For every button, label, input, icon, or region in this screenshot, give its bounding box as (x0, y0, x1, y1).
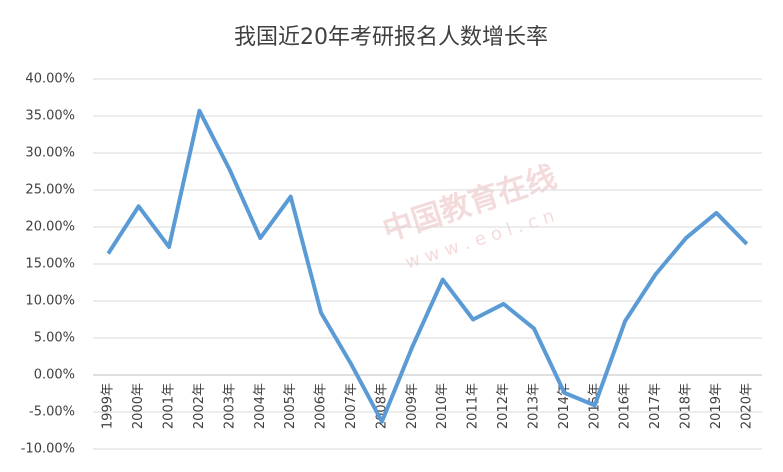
x-tick-label: 2002年 (192, 383, 207, 429)
y-tick-label: 35.00% (25, 109, 75, 124)
y-tick-label: -5.00% (29, 405, 75, 420)
x-tick-label: 2006年 (314, 383, 329, 429)
x-tick-label: 2018年 (678, 383, 693, 429)
x-tick-label: 2020年 (739, 383, 754, 429)
x-tick-label: 2012年 (496, 383, 511, 429)
y-tick-label: 5.00% (34, 331, 75, 346)
x-tick-label: 2011年 (466, 383, 481, 429)
x-tick-label: 2017年 (648, 383, 663, 429)
x-tick-label: 2010年 (435, 383, 450, 429)
x-tick-label: 2005年 (283, 383, 298, 429)
y-tick-label: 30.00% (25, 146, 75, 161)
y-tick-label: -10.00% (21, 442, 75, 457)
y-tick-label: 40.00% (25, 72, 75, 87)
x-tick-label: 2007年 (344, 383, 359, 429)
x-tick-label: 2001年 (162, 383, 177, 429)
x-tick-label: 2013年 (526, 383, 541, 429)
x-tick-label: 2004年 (253, 383, 268, 429)
x-tick-label: 1999年 (101, 383, 116, 429)
y-tick-label: 25.00% (25, 183, 75, 198)
line-series (106, 108, 749, 424)
y-tick-label: 0.00% (34, 368, 75, 383)
y-tick-label: 15.00% (25, 257, 75, 272)
x-tick-label: 2016年 (618, 383, 633, 429)
x-tick-label: 2009年 (405, 383, 420, 429)
x-tick-label: 2000年 (131, 383, 146, 429)
chart-title: 我国近20年考研报名人数增长率 (234, 25, 548, 50)
x-tick-label: 2003年 (222, 383, 237, 429)
y-tick-label: 20.00% (25, 220, 75, 235)
x-tick-label: 2019年 (709, 383, 724, 429)
y-tick-label: 10.00% (25, 294, 75, 309)
